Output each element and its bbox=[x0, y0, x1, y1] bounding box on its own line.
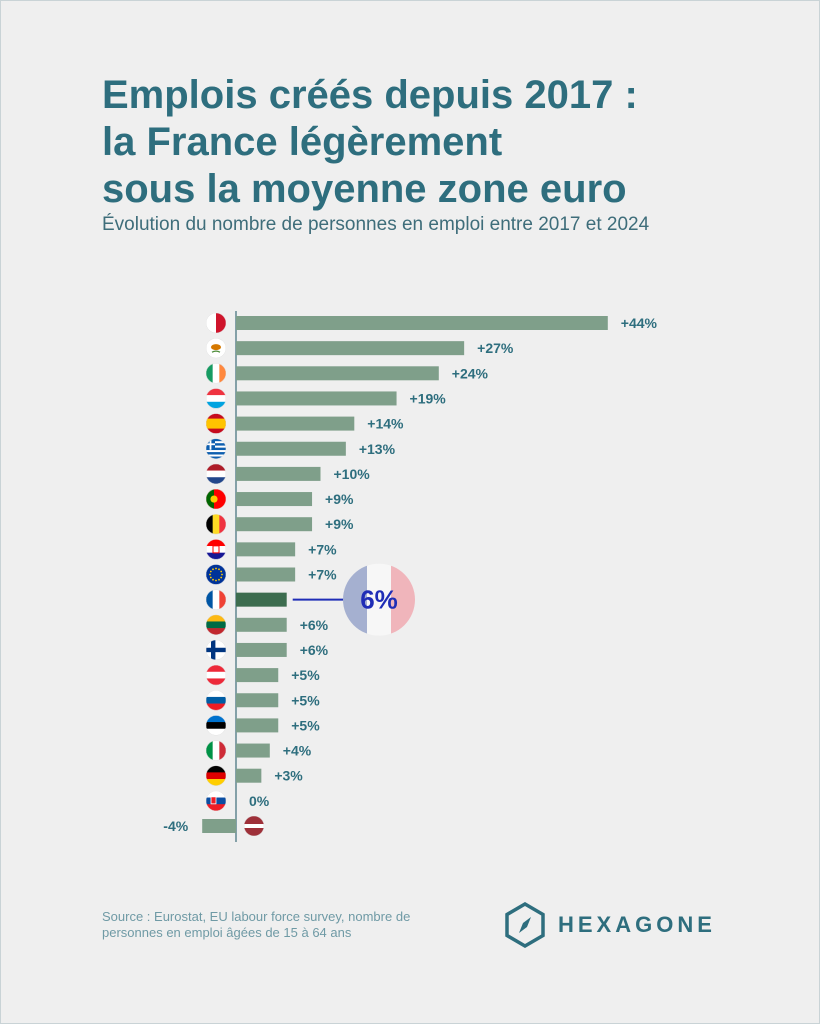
eu-flag-icon bbox=[206, 564, 226, 585]
netherlands-flag-icon bbox=[206, 463, 226, 484]
germany-flag-icon bbox=[206, 765, 226, 786]
data-label: -4% bbox=[163, 818, 188, 834]
data-label: +14% bbox=[367, 416, 404, 432]
slovenia-flag-icon bbox=[206, 690, 226, 711]
latvia-flag-icon bbox=[244, 816, 264, 836]
data-label: +6% bbox=[300, 617, 329, 633]
bar bbox=[236, 316, 608, 330]
malta-flag-icon bbox=[206, 313, 226, 333]
finland-flag-icon bbox=[206, 639, 226, 660]
bar bbox=[202, 819, 236, 833]
data-label: +27% bbox=[477, 340, 514, 356]
croatia-flag-icon bbox=[206, 539, 226, 560]
ireland-flag-icon bbox=[206, 363, 226, 384]
bar bbox=[236, 617, 287, 632]
chart-subtitle: Évolution du nombre de personnes en empl… bbox=[102, 214, 650, 235]
chart-title: Emplois créés depuis 2017 : la France lé… bbox=[102, 72, 702, 213]
bar bbox=[236, 718, 279, 733]
bar bbox=[236, 492, 313, 507]
data-label: +5% bbox=[291, 667, 320, 683]
data-label: +44% bbox=[621, 315, 658, 331]
austria-flag-icon bbox=[206, 665, 226, 686]
brand-name: HEXAGONE bbox=[558, 912, 716, 937]
cyprus-flag-icon bbox=[206, 338, 226, 359]
bar bbox=[236, 743, 270, 758]
portugal-flag-icon bbox=[206, 489, 226, 510]
bar bbox=[236, 567, 296, 582]
data-label: +19% bbox=[410, 390, 447, 406]
bar-chart: +44% +27% +24% +19% +14% +13% +10% +9% +9% +7% +7%… bbox=[163, 311, 658, 842]
bar bbox=[236, 668, 279, 683]
source-note: Source : Eurostat, EU labour force surve… bbox=[102, 909, 411, 940]
data-label: +10% bbox=[334, 466, 371, 482]
bar bbox=[236, 341, 465, 356]
data-label: +6% bbox=[300, 642, 329, 658]
bar bbox=[236, 693, 279, 708]
title-line: sous la moyenne zone euro bbox=[102, 167, 627, 211]
data-label: +3% bbox=[274, 768, 303, 784]
spain-flag-icon bbox=[206, 413, 226, 434]
data-label: +5% bbox=[291, 692, 320, 708]
bar bbox=[236, 642, 287, 657]
highlight-label: 6% bbox=[360, 585, 398, 615]
data-label: +24% bbox=[452, 365, 489, 381]
title-line: la France légèrement bbox=[102, 120, 503, 164]
data-label: +4% bbox=[283, 743, 312, 759]
greece-flag-icon bbox=[206, 438, 226, 459]
bar bbox=[236, 416, 355, 431]
italy-flag-icon bbox=[206, 740, 226, 761]
data-label: +7% bbox=[308, 567, 337, 583]
bar bbox=[236, 441, 346, 456]
title-line: Emplois créés depuis 2017 : bbox=[102, 73, 638, 117]
bar bbox=[236, 517, 313, 532]
brand-logo: HEXAGONE bbox=[504, 902, 716, 948]
slovakia-flag-icon bbox=[206, 790, 226, 811]
france-flag-icon bbox=[206, 589, 226, 610]
estonia-flag-icon bbox=[206, 715, 226, 736]
lithuania-flag-icon bbox=[206, 614, 226, 635]
data-label: +9% bbox=[325, 491, 354, 507]
bar bbox=[236, 592, 287, 607]
data-label: +9% bbox=[325, 516, 354, 532]
data-label: +5% bbox=[291, 717, 320, 733]
bar bbox=[236, 768, 262, 783]
bar bbox=[236, 366, 439, 381]
bar bbox=[236, 466, 321, 481]
data-label: +13% bbox=[359, 441, 396, 457]
luxembourg-flag-icon bbox=[206, 388, 226, 409]
data-label: 0% bbox=[249, 793, 270, 809]
hexagon-compass-icon bbox=[505, 902, 545, 948]
bar bbox=[236, 542, 296, 557]
belgium-flag-icon bbox=[206, 514, 226, 535]
bar bbox=[236, 391, 397, 406]
data-label: +7% bbox=[308, 541, 337, 557]
